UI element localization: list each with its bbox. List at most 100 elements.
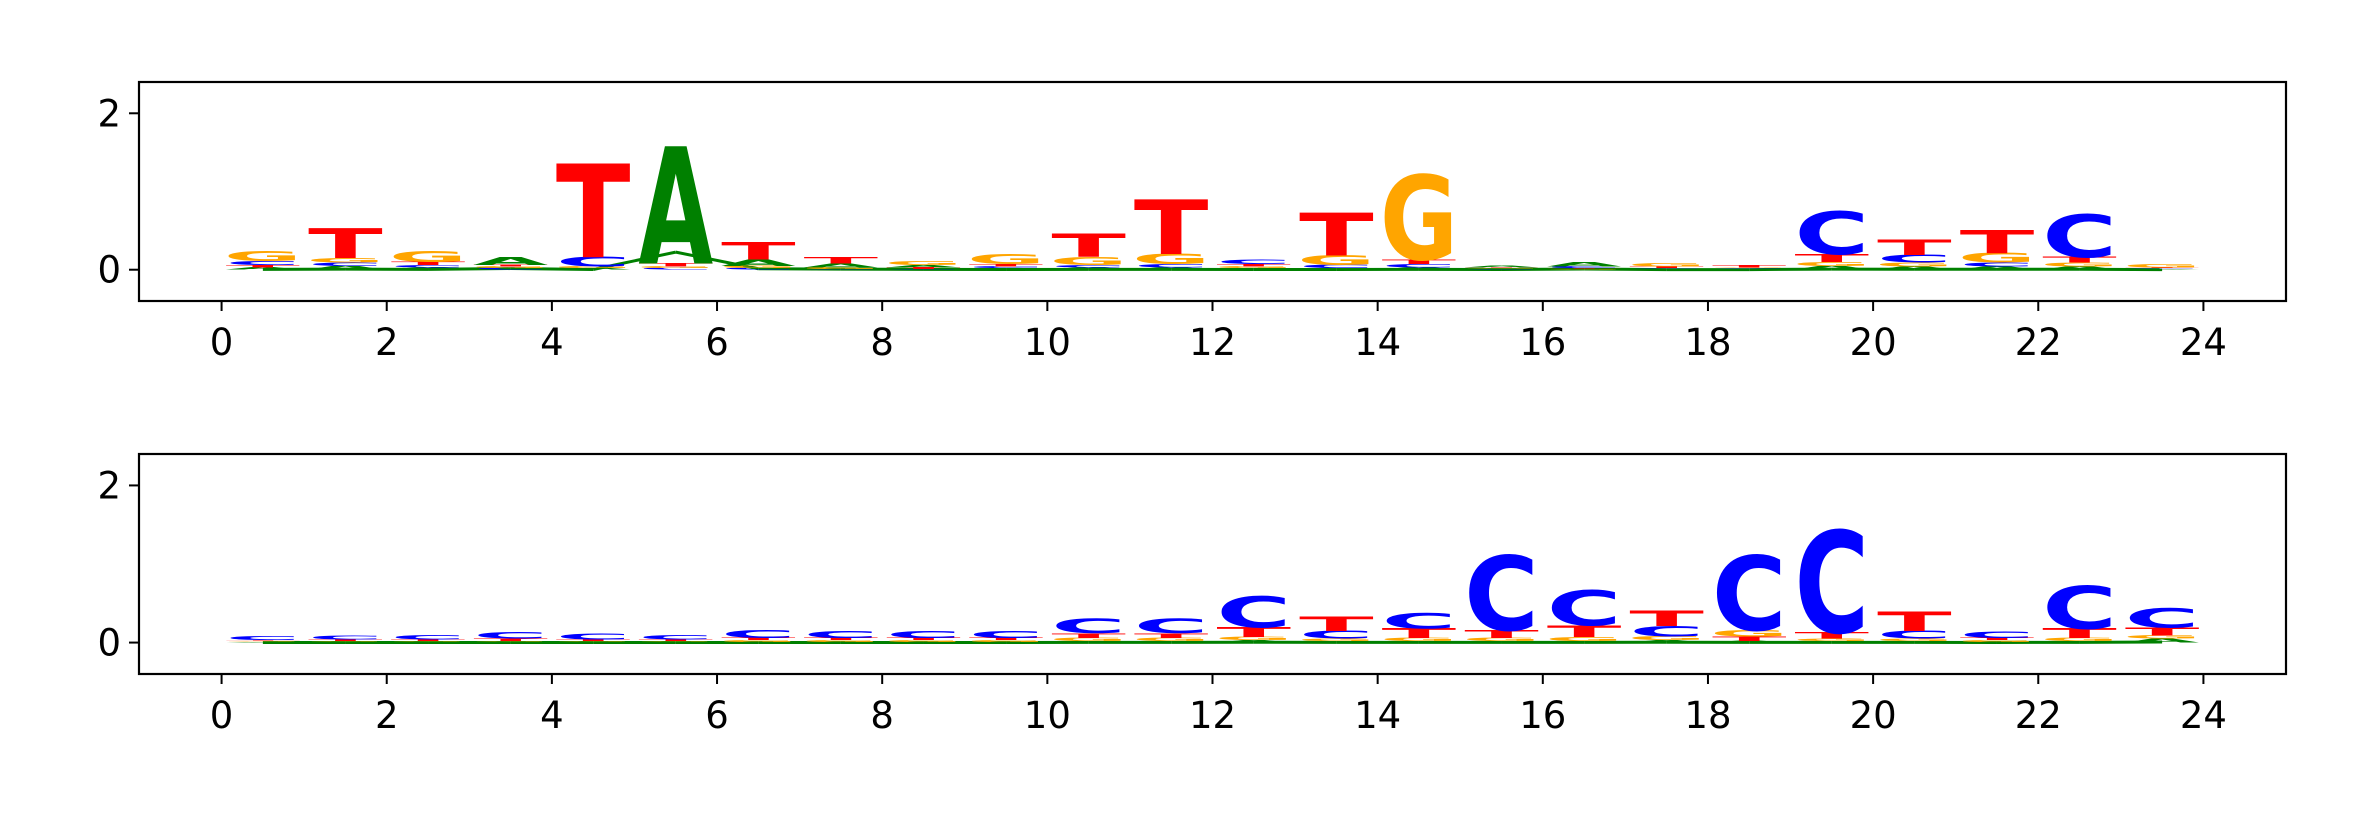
logo-letter-a: A (969, 642, 1044, 643)
logo-letter-c: C (1051, 264, 1126, 268)
logo-letter-g: G (1462, 637, 1540, 642)
logo-letter-t: T (1051, 632, 1126, 640)
logo-letter-a: A (1547, 261, 1622, 268)
logo-letter-a: A (1629, 269, 1704, 270)
logo-letter-t: T (638, 639, 713, 642)
logo-letter-g: G (224, 249, 302, 264)
logo-letter-a: A (1134, 641, 1209, 643)
x-tick-label: 22 (2015, 321, 2062, 364)
logo-letter-t: T (1629, 266, 1704, 268)
logo-letter-g: G (306, 641, 384, 642)
logo-letter-c: C (1051, 615, 1126, 637)
logo-letter-c: C (1712, 536, 1787, 655)
logo-letter-c: C (1547, 580, 1622, 637)
logo-letter-g: G (1380, 153, 1458, 287)
x-tick-label: 6 (705, 321, 729, 364)
x-tick-label: 8 (870, 321, 894, 364)
logo-letter-g: G (1875, 638, 1953, 642)
logo-letter-t: T (2042, 626, 2117, 641)
logo-letter-c: C (1629, 624, 1704, 640)
logo-letter-g: G (1215, 266, 1293, 269)
logo-letter-t: T (1877, 606, 1952, 637)
logo-letter-t: T (1217, 625, 1292, 640)
logo-letter-a: A (638, 642, 713, 643)
logo-letter-c: C (1960, 630, 2035, 640)
logo-letter-t: T (1299, 613, 1374, 636)
logo-letter-c: C (1299, 629, 1374, 641)
logo-letter-t: T (308, 639, 383, 642)
logo-letter-g: G (389, 641, 467, 642)
logo-letter-a: A (804, 263, 879, 269)
y-tick-label: 2 (97, 464, 121, 507)
logo-letter-c: C (1960, 262, 2035, 268)
logo-letter-c: C (226, 635, 301, 641)
logo-letter-g: G (719, 265, 797, 269)
logo-letter-a: A (1712, 641, 1787, 643)
logo-letter-a: A (1382, 641, 1457, 643)
logo-letter-c: C (721, 628, 796, 640)
logo-letter-g: G (802, 640, 880, 643)
x-tick-label: 18 (1684, 321, 1731, 364)
y-tick-label: 0 (97, 622, 121, 665)
logo-letter-g: G (1545, 269, 1623, 270)
logo-letter-c: C (1629, 268, 1704, 269)
logo-letter-c: C (391, 264, 466, 268)
logo-letter-a: A (1382, 267, 1457, 271)
logo-letter-g: G (802, 267, 880, 270)
logo-letter-a: A (226, 267, 301, 271)
logo-letter-g: G (1050, 255, 1128, 267)
logo-letter-a: A (1134, 267, 1209, 271)
logo-letter-t: T (473, 638, 548, 642)
logo-letter-g: G (2040, 262, 2118, 268)
logo-letter-a: A (473, 642, 548, 643)
logo-letter-c: C (473, 631, 548, 641)
logo-letter-t: T (804, 637, 879, 641)
trace-segment (1584, 267, 1667, 272)
logo-letter-t: T (391, 639, 466, 642)
logo-letter-g: G (2123, 263, 2201, 268)
logo-panel-2: AGTCAGTCAGTCAGTCAGTCAGTCAGTCAGTCAGTCAGTC… (97, 452, 2288, 737)
logo-letter-t: T (1712, 264, 1787, 268)
logo-letter-c: C (391, 634, 466, 642)
logo-letter-c: C (804, 269, 879, 270)
logo-letter-t: T (886, 267, 961, 269)
logo-letter-g: G (637, 266, 715, 269)
logo-letter-t: T (1382, 626, 1457, 641)
logo-letter-a: A (308, 642, 383, 643)
logo-letter-a: A (969, 268, 1044, 270)
logo-letter-c: C (638, 634, 713, 642)
logo-letter-c: C (1216, 588, 1291, 638)
logo-letter-t: T (1382, 258, 1457, 265)
logo-letter-c: C (1712, 268, 1787, 269)
logo-letter-g: G (2040, 637, 2118, 642)
logo-letter-t: T (1217, 264, 1292, 268)
logo-letter-t: T (1712, 635, 1787, 643)
logo-letter-g: G (1297, 638, 1375, 642)
logo-letter-c: C (1134, 263, 1209, 268)
logo-letter-t: T (1547, 268, 1622, 269)
logo-letter-g: G (1050, 637, 1128, 642)
logo-letter-g: G (1628, 263, 1706, 268)
trace-segment (428, 267, 511, 271)
logo-letter-c: C (1794, 200, 1869, 269)
x-tick-label: 24 (2180, 694, 2227, 737)
x-tick-label: 22 (2015, 694, 2062, 737)
logo-letter-a: A (1051, 267, 1126, 271)
logo-letter-c: C (1464, 536, 1539, 655)
logo-letter-a: A (308, 265, 383, 271)
logo-letter-c: C (638, 268, 713, 270)
logo-letter-a: A (2042, 641, 2117, 643)
trace-segment (675, 250, 759, 271)
logo-letter-t: T (1960, 223, 2035, 261)
logo-letter-g: G (471, 641, 549, 642)
logo-letter-t: T (1795, 252, 1870, 264)
logo-letter-a: A (391, 267, 466, 271)
logo-letter-c: C (886, 269, 961, 270)
logo-letter-c: C (886, 629, 961, 640)
logo-letter-c: C (1877, 629, 1952, 641)
logo-letter-a: A (473, 255, 548, 267)
logo-letter-g: G (1793, 638, 1871, 642)
logo-letter-c: C (1464, 269, 1539, 270)
logo-letter-g: G (554, 641, 632, 642)
logo-letter-a: A (226, 642, 301, 643)
